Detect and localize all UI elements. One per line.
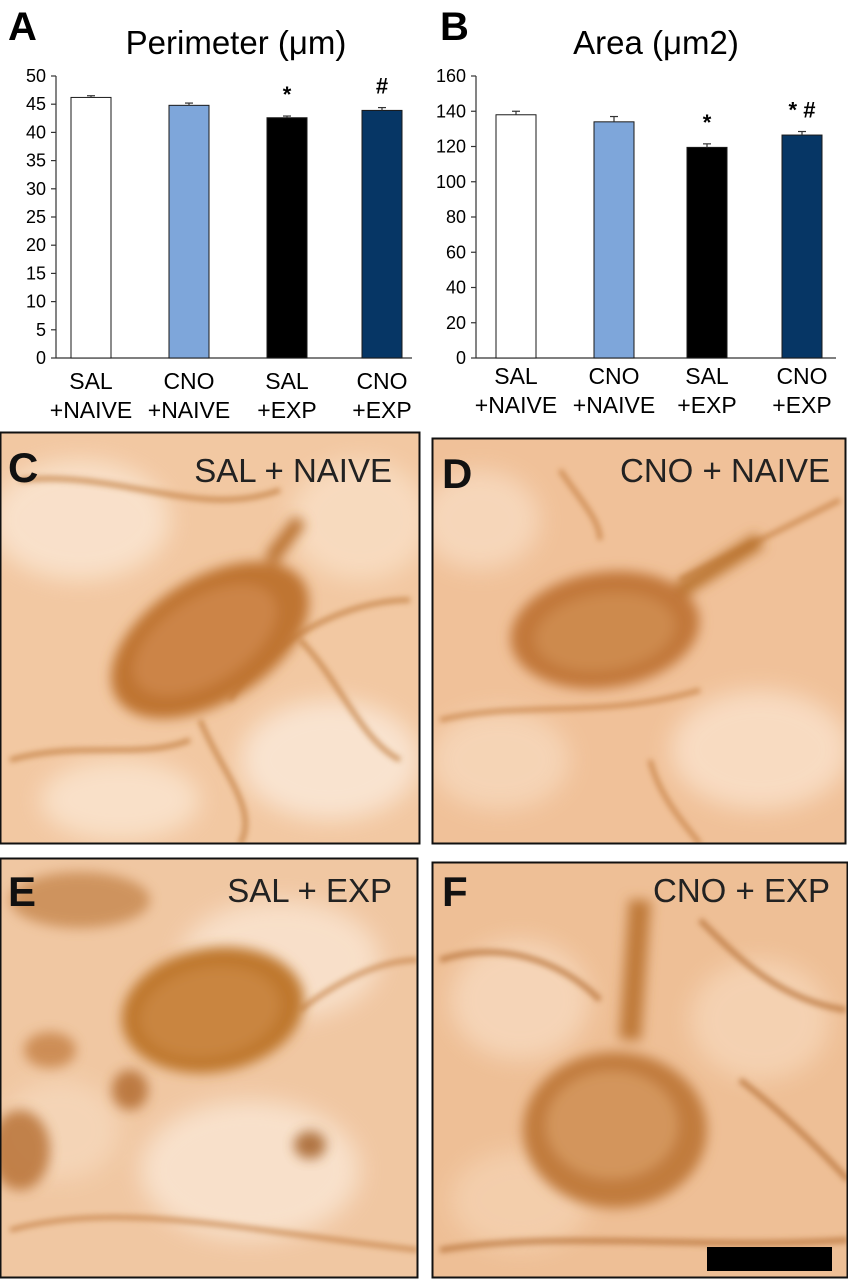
- area-category-label: +NAIVE: [475, 392, 557, 418]
- perimeter-chart-title: Perimeter (μm): [126, 24, 347, 61]
- area-bar: [781, 134, 823, 359]
- perimeter-y-tick-label: 25: [26, 207, 46, 227]
- area-y-tick-label: 80: [446, 207, 466, 227]
- panel-f-label: CNO + EXP: [653, 872, 830, 909]
- area-category-label: CNO: [776, 363, 827, 389]
- area-y-tick-label: 40: [446, 278, 466, 298]
- area-chart-title: Area (μm2): [573, 24, 739, 61]
- area-y-tick-label: 140: [436, 101, 466, 121]
- perimeter-bar: [168, 104, 210, 359]
- panel-d-label: CNO + NAIVE: [620, 452, 830, 489]
- panel-letter-c: C: [8, 444, 38, 491]
- perimeter-category-label: +EXP: [352, 397, 411, 423]
- area-bar: [593, 121, 635, 359]
- area-bar: [495, 114, 537, 359]
- perimeter-bar: [266, 117, 308, 359]
- perimeter-category-label: +EXP: [257, 397, 316, 423]
- perimeter-y-tick-label: 15: [26, 263, 46, 283]
- area-category-label: CNO: [588, 363, 639, 389]
- area-chart: B Area (μm2) 0 20 40 60 80 100 120 140 160 SAL +NA…: [436, 5, 836, 418]
- perimeter-y-tick-label: 35: [26, 151, 46, 171]
- micrograph-panel-e: E SAL + EXP: [0, 857, 419, 1279]
- perimeter-y-tick-label: 30: [26, 179, 46, 199]
- area-y-tick-label: 20: [446, 313, 466, 333]
- area-y-tick-label: 120: [436, 137, 466, 157]
- perimeter-bar: [70, 96, 112, 359]
- perimeter-y-tick-label: 0: [36, 348, 46, 368]
- area-category-label: +EXP: [677, 392, 736, 418]
- area-category-label: +NAIVE: [573, 392, 655, 418]
- perimeter-category-label: SAL: [265, 368, 309, 394]
- perimeter-y-tick-label: 40: [26, 122, 46, 142]
- panel-letter-f: F: [442, 868, 468, 915]
- area-y-tick-label: 160: [436, 66, 466, 86]
- panel-c-label: SAL + NAIVE: [194, 452, 392, 489]
- perimeter-y-tick-label: 10: [26, 292, 46, 312]
- perimeter-significance-marker: *: [283, 82, 292, 107]
- perimeter-category-label: +NAIVE: [148, 397, 230, 423]
- perimeter-category-label: CNO: [356, 368, 407, 394]
- micrograph-panel-c: C SAL + NAIVE: [0, 431, 421, 845]
- perimeter-significance-marker: #: [376, 74, 388, 99]
- perimeter-chart: A Perimeter (μm) 0 5 10 15 20 25 30 35 40 45 50 SAL…: [8, 5, 412, 423]
- panel-letter-e: E: [8, 868, 36, 915]
- perimeter-bar: [361, 109, 403, 359]
- area-y-tick-label: 100: [436, 172, 466, 192]
- panel-letter-b: B: [440, 5, 469, 49]
- scale-bar: [707, 1247, 832, 1271]
- perimeter-category-label: CNO: [163, 368, 214, 394]
- area-bar: [686, 146, 728, 359]
- perimeter-y-tick-label: 45: [26, 94, 46, 114]
- perimeter-y-tick-label: 5: [36, 320, 46, 340]
- perimeter-category-label: +NAIVE: [50, 397, 132, 423]
- perimeter-category-label: SAL: [69, 368, 113, 394]
- area-y-tick-label: 60: [446, 242, 466, 262]
- area-y-tick-label: 0: [456, 348, 466, 368]
- panel-letter-a: A: [8, 5, 37, 49]
- area-significance-marker: *: [703, 110, 712, 135]
- area-category-label: +EXP: [772, 392, 831, 418]
- area-category-label: SAL: [685, 363, 729, 389]
- area-category-label: SAL: [494, 363, 538, 389]
- panel-letter-d: D: [442, 450, 472, 497]
- perimeter-y-tick-label: 20: [26, 235, 46, 255]
- perimeter-y-tick-label: 50: [26, 66, 46, 86]
- area-significance-marker: * #: [789, 98, 816, 123]
- panel-e-label: SAL + EXP: [227, 872, 392, 909]
- micrograph-panel-d: D CNO + NAIVE: [431, 437, 847, 845]
- micrograph-panel-f: F CNO + EXP: [431, 861, 848, 1279]
